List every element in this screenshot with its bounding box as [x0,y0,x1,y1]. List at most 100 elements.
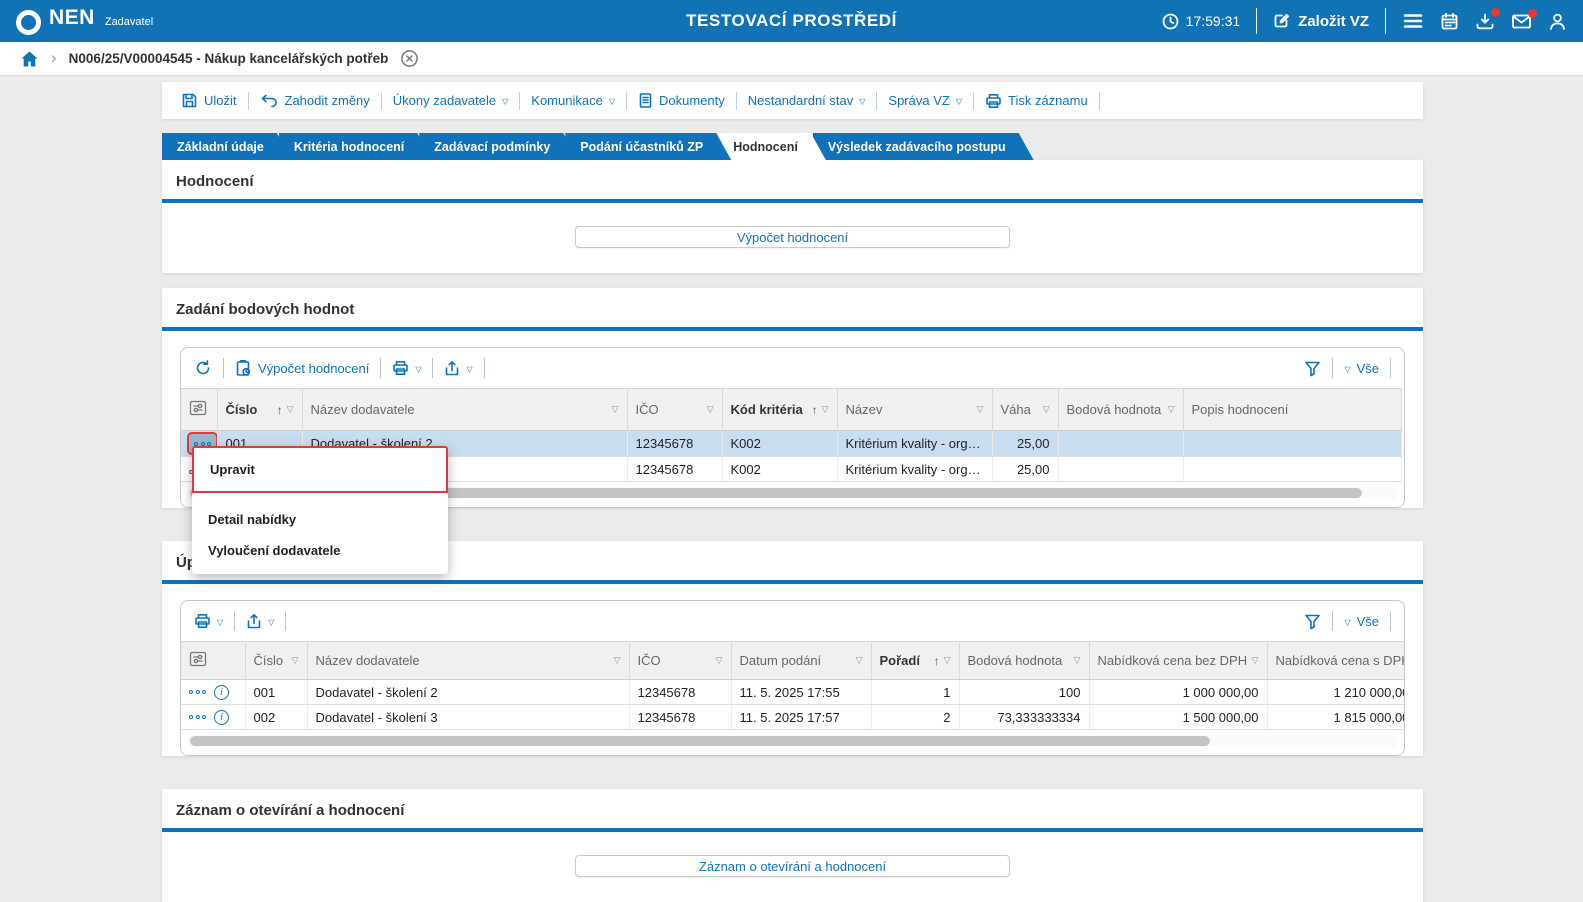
column-chooser[interactable] [181,641,246,680]
col-header-poradi[interactable]: Pořadí ↑ ▽ [871,641,960,680]
col-header-kod-kriteria[interactable]: Kód kritéria ↑ ▽ [722,388,838,431]
three-dots-icon[interactable] [189,715,206,719]
dokumenty-button[interactable]: Dokumenty [627,92,736,109]
col-header-datum-podani[interactable]: Datum podání ▽ [731,641,872,680]
table-row[interactable]: i 002 Dodavatel - školení 3 12345678 11.… [181,704,1404,730]
main-content: Uložit Zahodit změny Úkony zadavatele ▽ K… [162,76,1423,902]
col-header-bodova-hodnota[interactable]: Bodová hodnota ▽ [959,641,1090,680]
filter-triangle-icon[interactable]: ▽ [976,404,984,414]
breadcrumb-item[interactable]: N006/25/V00004545 - Nákup kancelářských … [68,51,389,66]
print-record-button[interactable]: Tisk záznamu [974,93,1099,109]
horizontal-scrollbar[interactable] [187,735,1398,747]
divider [625,91,627,110]
divider [1332,358,1334,378]
col-header-vaha[interactable]: Váha ▽ [992,388,1059,431]
col-header-cena-bez-dph[interactable]: Nabídková cena bez DPH ▽ [1089,641,1268,680]
undo-icon [261,94,277,108]
downloads-button[interactable] [1475,7,1500,31]
grid-export-button[interactable]: ▽ [246,613,274,630]
clock: 17:59:31 [1162,13,1240,30]
discard-changes-button[interactable]: Zahodit změny [249,93,381,108]
grid-vypocet-hodnoceni-button[interactable]: Výpočet hodnocení [235,359,369,377]
info-icon[interactable]: i [214,709,229,725]
filter-triangle-icon[interactable]: ▽ [286,404,294,414]
col-header-ico[interactable]: IČO ▽ [629,641,732,680]
col-header-bodova-hodnota[interactable]: Bodová hodnota ▽ [1058,388,1184,431]
record-tabs: Základní údaje Kritéria hodnocení Zadáva… [162,133,1423,160]
chevron-down-icon: ▽ [608,97,615,106]
calendar-button[interactable] [1440,12,1459,31]
filter-triangle-icon[interactable]: ▽ [855,655,863,665]
user-button[interactable] [1548,12,1567,31]
home-icon[interactable] [20,50,39,68]
sort-asc-icon: ↑ [276,402,283,417]
grid-print-button[interactable]: ▽ [194,613,223,629]
filter-all-dropdown[interactable]: ▽ Vše [1344,360,1379,376]
menu-item-upravit[interactable]: Upravit [210,462,255,477]
col-header-cislo[interactable]: Číslo ↑ ▽ [217,388,303,431]
col-header-popis-hodnoceni[interactable]: Popis hodnocení [1183,388,1402,431]
filter-triangle-icon[interactable]: ▽ [291,655,299,665]
ukony-zadavatele-menu[interactable]: Úkony zadavatele ▽ [392,93,509,108]
horizontal-scrollbar[interactable] [187,487,1398,499]
chevron-down-icon: ▽ [268,617,275,627]
nestandardni-stav-menu[interactable]: Nestandardní stav ▽ [747,93,866,108]
context-menu-highlight-box: Upravit [192,446,448,493]
divider [1332,611,1334,631]
section-title: Úp [176,554,196,571]
filter-icon[interactable] [1304,360,1321,377]
menu-button[interactable] [1402,12,1424,30]
filter-triangle-icon[interactable]: ▽ [1042,404,1050,414]
column-chooser[interactable] [181,388,218,431]
col-header-cislo[interactable]: Číslo ▽ [245,641,308,680]
filter-triangle-icon[interactable]: ▽ [1251,655,1259,665]
nen-logo[interactable]: NEN Zadavatel [16,7,153,35]
export-icon [247,613,261,628]
tab-vysledek[interactable]: Výsledek zadávacího postupu [813,133,1034,160]
filter-triangle-icon[interactable]: ▽ [613,655,621,665]
three-dots-icon[interactable] [189,690,206,694]
zaznam-oteviran-button[interactable]: Záznam o otevírání a hodnocení [575,855,1010,877]
printer-icon [986,93,1001,108]
tab-kriteria-hodnoceni[interactable]: Kritéria hodnocení [279,133,432,160]
scrollbar-thumb[interactable] [190,488,1362,498]
filter-all-dropdown[interactable]: ▽ Vše [1344,613,1379,629]
filter-triangle-icon[interactable]: ▽ [1073,655,1081,665]
sprava-vz-menu[interactable]: Správa VZ ▽ [888,93,962,108]
tab-hodnoceni[interactable]: Hodnocení [718,133,826,160]
col-header-cena-s-dph[interactable]: Nabídková cena s DPH [1267,641,1404,680]
filter-triangle-icon[interactable]: ▽ [821,404,829,414]
close-tab-icon[interactable] [400,49,419,68]
section-hodnoceni: Hodnocení Výpočet hodnocení [162,160,1423,273]
filter-triangle-icon[interactable]: ▽ [1167,404,1175,414]
col-header-ico[interactable]: IČO ▽ [627,388,723,431]
nen-logo-icon [16,10,41,35]
col-header-nazev[interactable]: Název ▽ [837,388,993,431]
tab-podani-ucastniku[interactable]: Podání účastníků ZP [565,133,731,160]
filter-triangle-icon[interactable]: ▽ [706,404,714,414]
filter-triangle-icon[interactable]: ▽ [715,655,723,665]
info-icon[interactable]: i [214,684,229,700]
create-vz-button[interactable]: Založit VZ [1273,12,1369,30]
divider [380,358,382,378]
scrollbar-thumb[interactable] [190,736,1210,746]
refresh-icon[interactable] [194,359,212,377]
save-button[interactable]: Uložit [170,92,248,109]
grid-export-button[interactable]: ▽ [444,360,473,377]
komunikace-menu[interactable]: Komunikace ▽ [531,93,615,108]
vypocet-hodnoceni-button[interactable]: Výpočet hodnocení [575,226,1010,248]
col-header-nazev-dodavatele[interactable]: Název dodavatele ▽ [307,641,630,680]
chevron-down-icon: ▽ [1344,617,1351,627]
filter-icon[interactable] [1304,613,1321,630]
tab-zadavaci-podminky[interactable]: Zadávací podmínky [419,133,578,160]
tab-zakladni-udaje[interactable]: Základní údaje [162,133,292,160]
menu-item-vylouceni-dodavatele[interactable]: Vyloučení dodavatele [208,543,341,558]
col-header-nazev-dodavatele[interactable]: Název dodavatele ▽ [302,388,628,431]
grid-print-button[interactable]: ▽ [392,360,421,376]
filter-triangle-icon[interactable]: ▽ [943,655,951,665]
table-row[interactable]: i 001 Dodavatel - školení 2 12345678 11.… [181,679,1404,705]
menu-item-detail-nabidky[interactable]: Detail nabídky [208,512,297,527]
filter-triangle-icon[interactable]: ▽ [611,404,619,414]
brand-role: Zadavatel [104,16,154,28]
messages-button[interactable] [1511,8,1537,30]
